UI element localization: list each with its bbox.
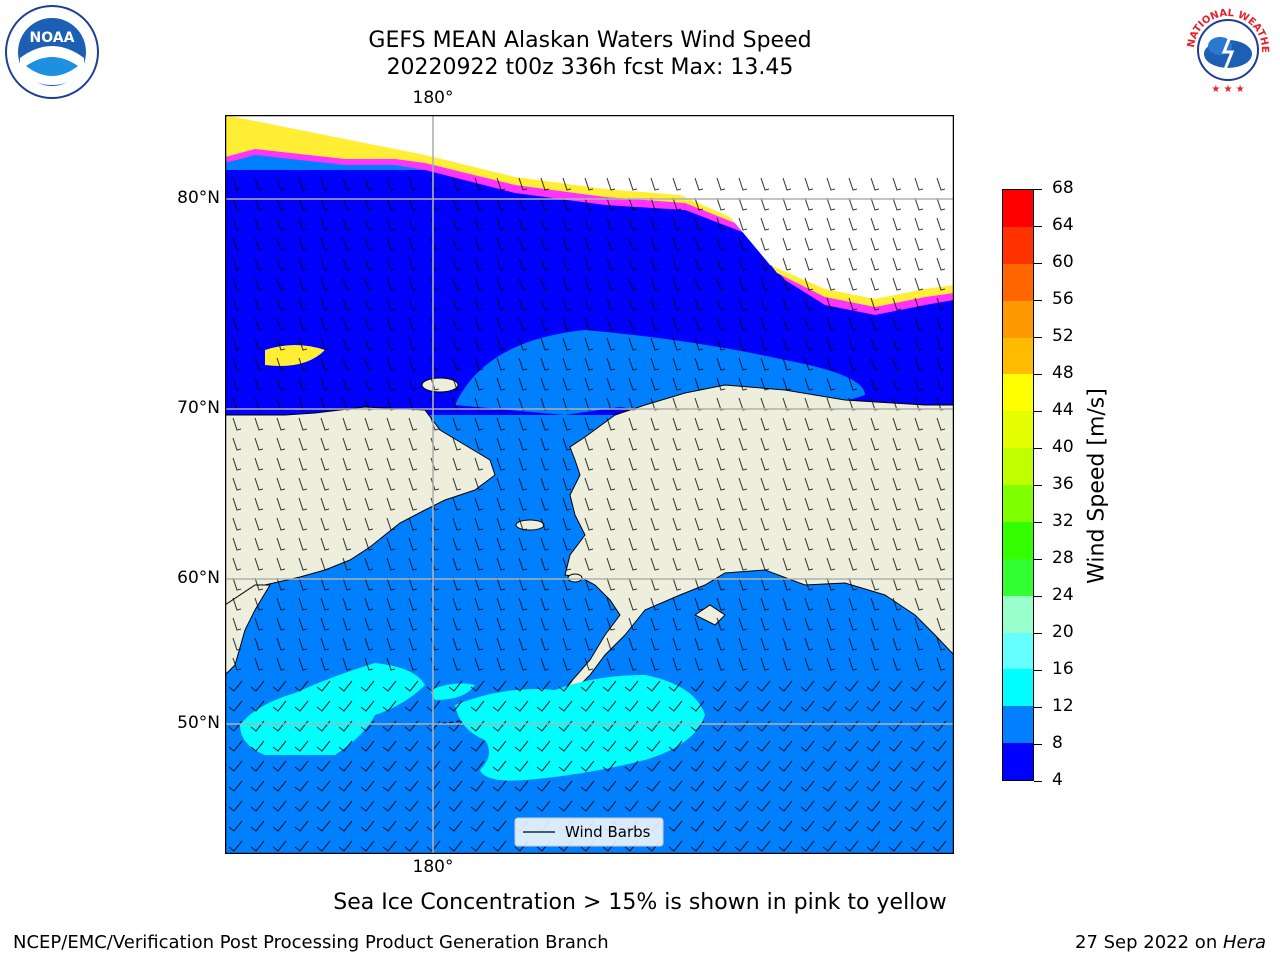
colorbar-segment	[1003, 226, 1033, 264]
colorbar-tick-label: 60	[1052, 252, 1074, 272]
colorbar-tick-label: 40	[1052, 437, 1074, 457]
colorbar-tick-mark	[1034, 484, 1042, 486]
noaa-logo: NOAA	[4, 4, 100, 100]
colorbar-segment	[1003, 743, 1033, 780]
lon-label-bottom: 180°	[412, 857, 454, 877]
colorbar-tick-mark	[1034, 225, 1042, 227]
lat-label-70n: 70°N	[177, 398, 220, 418]
colorbar-tick-mark	[1034, 780, 1042, 782]
colorbar-segment	[1003, 558, 1033, 596]
lat-label-80n: 80°N	[177, 188, 220, 208]
lon-label-top: 180°	[412, 88, 454, 108]
colorbar-tick-mark	[1034, 188, 1042, 190]
colorbar-segment	[1003, 448, 1033, 485]
colorbar-tick-label: 24	[1052, 585, 1074, 605]
graticule	[225, 115, 954, 854]
svg-text:★ ★ ★: ★ ★ ★	[1211, 84, 1244, 95]
colorbar-tick-label: 12	[1052, 696, 1074, 716]
legend-label: Wind Barbs	[565, 823, 651, 841]
footer-date-text: 27 Sep 2022 on	[1075, 932, 1223, 953]
colorbar-tick-label: 20	[1052, 622, 1074, 642]
colorbar-segment	[1003, 669, 1033, 707]
colorbar-segment	[1003, 190, 1033, 227]
colorbar-segment	[1003, 374, 1033, 412]
colorbar-segment	[1003, 706, 1033, 744]
footer-host: Hera	[1222, 932, 1266, 953]
colorbar-tick-mark	[1034, 336, 1042, 338]
colorbar-tick-mark	[1034, 595, 1042, 597]
colorbar-tick-mark	[1034, 262, 1042, 264]
colorbar-tick-label: 36	[1052, 474, 1074, 494]
map-subtitle: 20220922 t00z 336h fcst Max: 13.45	[386, 55, 794, 80]
colorbar-segment	[1003, 632, 1033, 670]
colorbar-segment	[1003, 300, 1033, 338]
colorbar-tick-mark	[1034, 299, 1042, 301]
colorbar-tick-label: 4	[1052, 770, 1063, 790]
wind-barbs-north	[225, 175, 954, 675]
colorbar-tick-mark	[1034, 743, 1042, 745]
lat-label-50n: 50°N	[177, 713, 220, 733]
sea-ice-note: Sea Ice Concentration > 15% is shown in …	[333, 890, 947, 915]
colorbar-tick-mark	[1034, 521, 1042, 523]
colorbar-segment	[1003, 337, 1033, 375]
footer-org: NCEP/EMC/Verification Post Processing Pr…	[13, 932, 609, 953]
colorbar-tick-mark	[1034, 447, 1042, 449]
colorbar-segment	[1003, 521, 1033, 559]
colorbar-tick-mark	[1034, 632, 1042, 634]
colorbar-segment	[1003, 595, 1033, 633]
nws-logo: NATIONAL WEATHER SERVICE ★ ★ ★	[1176, 0, 1276, 98]
footer-date: 27 Sep 2022 on Hera	[1075, 932, 1266, 953]
colorbar-tick-mark	[1034, 410, 1042, 412]
colorbar-tick-label: 68	[1052, 178, 1074, 198]
colorbar-tick-label: 44	[1052, 400, 1074, 420]
colorbar-tick-label: 16	[1052, 659, 1074, 679]
map-title: GEFS MEAN Alaskan Waters Wind Speed	[368, 28, 812, 53]
noaa-logo-icon: NOAA	[5, 5, 99, 99]
map-svg: Wind Barbs	[224, 114, 955, 855]
colorbar-segment	[1003, 485, 1033, 522]
lat-label-60n: 60°N	[177, 568, 220, 588]
colorbar-segment	[1003, 263, 1033, 301]
map-frame: Wind Barbs	[224, 114, 955, 855]
colorbar-segment	[1003, 411, 1033, 449]
colorbar-tick-label: 56	[1052, 289, 1074, 309]
colorbar-tick-mark	[1034, 558, 1042, 560]
colorbar-tick-mark	[1034, 373, 1042, 375]
colorbar-tick-label: 8	[1052, 733, 1063, 753]
colorbar-tick-label: 48	[1052, 363, 1074, 383]
colorbar-tick-label: 28	[1052, 548, 1074, 568]
colorbar-tick-label: 64	[1052, 215, 1074, 235]
colorbar-tick-label: 32	[1052, 511, 1074, 531]
nws-logo-icon: NATIONAL WEATHER SERVICE ★ ★ ★	[1176, 0, 1274, 96]
colorbar-tick-mark	[1034, 669, 1042, 671]
colorbar	[1002, 189, 1034, 781]
noaa-logo-text: NOAA	[30, 30, 75, 46]
colorbar-label-text: Wind Speed [m/s]	[1084, 388, 1110, 584]
wind-barbs-legend: Wind Barbs	[514, 817, 664, 847]
colorbar-tick-mark	[1034, 706, 1042, 708]
colorbar-segments	[1003, 190, 1033, 780]
colorbar-tick-label: 52	[1052, 326, 1074, 346]
